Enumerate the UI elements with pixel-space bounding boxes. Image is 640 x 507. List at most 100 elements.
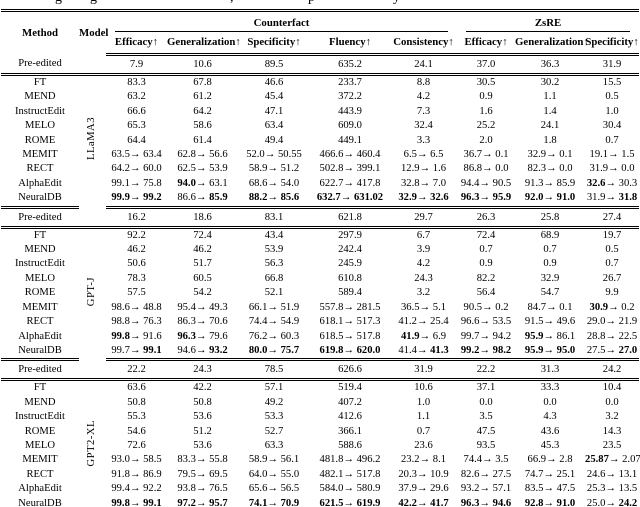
- cell-cf-consistency: 4.2: [416, 91, 431, 103]
- cell-cf-fluency: 366.1: [338, 425, 362, 437]
- results-table-wrapper: Method Model Counterfact ZsRE Efficacy↑ Gener…: [1, 9, 640, 507]
- cell-cf-fluency: 297.9: [338, 229, 362, 241]
- group-header-zsre-label: ZsRE: [466, 16, 631, 32]
- cell-zs-efficacy: 22.2: [457, 359, 516, 382]
- cell-cf-fluency: 407.2: [338, 396, 362, 408]
- cell-zs-efficacy: 0.0: [479, 396, 493, 408]
- cell-zs-generalization: 24.1: [540, 120, 560, 132]
- cell-cf-specificity: 78.5: [238, 359, 310, 382]
- cell-cf-consistency: 3.9: [416, 244, 431, 256]
- cell-cf-consistency: 3.2: [416, 287, 431, 299]
- cell-cf-fluency: 519.4: [338, 382, 362, 394]
- cell-zs-generalization: 91.3→ 85.9: [524, 177, 576, 189]
- cell-cf-fluency: 245.9: [338, 258, 362, 270]
- model-label: GPT-J: [86, 276, 98, 307]
- cell-cf-generalization: 95.4→ 49.3: [177, 301, 228, 313]
- cell-cf-generalization: 62.5→ 53.9: [177, 163, 228, 175]
- cell-cf-specificity: 52.0→ 50.55: [246, 149, 302, 161]
- table-row: FT GPT-J 92.2 72.4 43.4 297.9 6.7 72.4 68.9 19.7: [1, 227, 639, 306]
- table-row: MEMIT 93.0→ 58.5 83.3→ 55.8 58.9→ 56.1 481.8…: [1, 453, 640, 467]
- cell-cf-specificity: 58.9→ 56.1: [248, 454, 300, 466]
- cell-cf-consistency: 42.2→ 41.7: [398, 497, 449, 507]
- cell-method: AlphaEdit: [18, 330, 62, 342]
- cell-cf-efficacy: 55.3: [127, 411, 146, 423]
- cell-zs-generalization: 32.9→ 0.1: [527, 149, 573, 161]
- cell-cf-fluency: 372.2: [338, 91, 362, 103]
- cell-method: MEND: [24, 396, 56, 408]
- cell-cf-generalization: 46.2: [193, 244, 212, 256]
- cell-method: FT: [33, 77, 47, 88]
- cell-zs-efficacy: 82.6→ 27.5: [460, 468, 512, 480]
- cell-zs-generalization: 0.0: [543, 396, 557, 408]
- cell-zs-efficacy: 93.5: [476, 439, 496, 451]
- cell-method: RECT: [26, 163, 54, 175]
- cell-cf-efficacy: 99.9→ 99.2: [106, 191, 167, 209]
- table-row: MEMIT 98.6→ 48.8 95.4→ 49.3 66.1→ 51.9 557.8…: [1, 301, 639, 315]
- cell-cf-consistency: 20.3→ 10.9: [398, 468, 449, 480]
- cell-zs-specificity: 30.4: [602, 120, 622, 132]
- cell-cf-specificity: 56.3: [264, 258, 284, 270]
- cell-zs-efficacy: 94.4→ 90.5: [460, 177, 512, 189]
- cell-cf-efficacy: 91.8→ 86.9: [111, 468, 162, 480]
- cell-cf-generalization: 93.8→ 76.5: [177, 483, 228, 495]
- table-row: InstructEdit 66.6 64.2 47.1 443.9 7.3 1.6 1.4 1.…: [1, 105, 639, 119]
- cell-zs-efficacy: 74.4→ 3.5: [463, 454, 509, 466]
- cell-zs-specificity: 0.5: [605, 91, 619, 103]
- cell-cf-efficacy: 50.6: [127, 258, 146, 270]
- cell-cf-specificity: 63.4: [264, 120, 284, 132]
- table-row: NeuralDB 99.9→ 99.2 86.6→ 85.9 88.2→ 85.6 63…: [1, 191, 640, 209]
- cell-zs-specificity: 23.5: [602, 439, 622, 451]
- cell-zs-generalization: 33.3: [540, 382, 560, 394]
- cell-zs-generalization: 32.9: [540, 272, 560, 284]
- cell-cf-consistency: 32.8→ 7.0: [401, 177, 447, 189]
- cell-zs-generalization: 66.9→ 2.8: [527, 454, 573, 466]
- cell-cf-generalization: 58.6: [193, 120, 212, 132]
- cell-cf-generalization: 94.0→ 63.1: [177, 177, 228, 189]
- cell-method: FT: [33, 382, 47, 394]
- cell-cf-consistency: 37.9→ 29.6: [398, 483, 449, 495]
- cell-zs-efficacy: 37.0: [457, 54, 516, 76]
- col-header-cf-specificity: Specificity↑: [238, 32, 310, 56]
- table-row: MEND 63.2 61.2 45.4 372.2 4.2 0.9 1.1 0.5: [1, 90, 639, 104]
- model-label-cell: GPT-J: [79, 227, 106, 360]
- cell-cf-specificity: 76.2→ 60.3: [248, 330, 300, 342]
- cell-zs-specificity: 0.0: [605, 396, 619, 408]
- cell-cf-fluency: 584.0→ 580.9: [319, 483, 381, 495]
- cell-cf-efficacy: 99.8→ 91.6: [111, 330, 162, 342]
- cell-zs-generalization: 31.3: [515, 359, 586, 382]
- cell-zs-generalization: 1.4: [543, 105, 557, 117]
- cell-zs-specificity: 30.9→ 0.2: [589, 301, 635, 313]
- model-label-cell: GPT2-XL: [79, 380, 106, 507]
- cell-method: NeuralDB: [18, 497, 62, 507]
- cell-cf-specificity: 89.5: [238, 54, 310, 76]
- cell-zs-specificity: 25.87→ 2.07: [585, 454, 640, 466]
- cell-zs-generalization: 25.8: [515, 207, 586, 229]
- cell-zs-efficacy: 72.4: [476, 229, 496, 241]
- cell-cf-consistency: 24.3: [414, 272, 433, 284]
- table-row: MELO 72.6 53.6 63.3 588.6 23.6 93.5 45.3 23.5: [1, 439, 639, 453]
- table-row: MELO 65.3 58.6 63.4 609.0 32.4 25.2 24.1 30.4: [1, 119, 639, 133]
- table-row: NeuralDB 99.7→ 99.1 94.6→ 93.2 80.0→ 75.7 61…: [1, 343, 640, 362]
- cell-cf-consistency: 23.2→ 8.1: [401, 454, 447, 466]
- cell-method: Pre-edited: [1, 359, 79, 382]
- cell-cf-efficacy: 16.2: [106, 207, 167, 229]
- col-header-method: Method: [22, 27, 58, 40]
- cell-zs-efficacy: 37.1: [476, 382, 496, 394]
- cell-cf-fluency: 618.1→ 517.3: [319, 316, 381, 328]
- cell-cf-generalization: 24.3: [167, 359, 238, 382]
- cell-zs-specificity: 3.2: [605, 411, 619, 423]
- cell-cf-generalization: 86.3→ 70.6: [177, 316, 228, 328]
- cell-cf-fluency: 618.5→ 517.8: [319, 330, 381, 342]
- cell-cf-consistency: 23.6: [414, 439, 433, 451]
- cell-cf-specificity: 52.1: [264, 287, 284, 299]
- col-header-zs-generalization: Generalization↑: [515, 32, 589, 56]
- cell-cf-generalization: 97.2→ 95.7: [177, 497, 228, 507]
- cell-zs-generalization: 95.9→ 95.0: [515, 343, 586, 362]
- cell-zs-generalization: 84.7→ 0.1: [527, 301, 573, 313]
- cell-cf-generalization: 83.3→ 55.8: [177, 454, 228, 466]
- cell-cf-consistency: 41.9→ 6.9: [401, 330, 447, 342]
- cell-zs-generalization: 30.2: [540, 77, 560, 88]
- table-row: MEND 46.2 46.2 53.9 242.4 3.9 0.7 0.7 0.5: [1, 243, 639, 257]
- caption-char: p: [308, 0, 315, 6]
- cell-zs-specificity: 24.2: [585, 359, 640, 382]
